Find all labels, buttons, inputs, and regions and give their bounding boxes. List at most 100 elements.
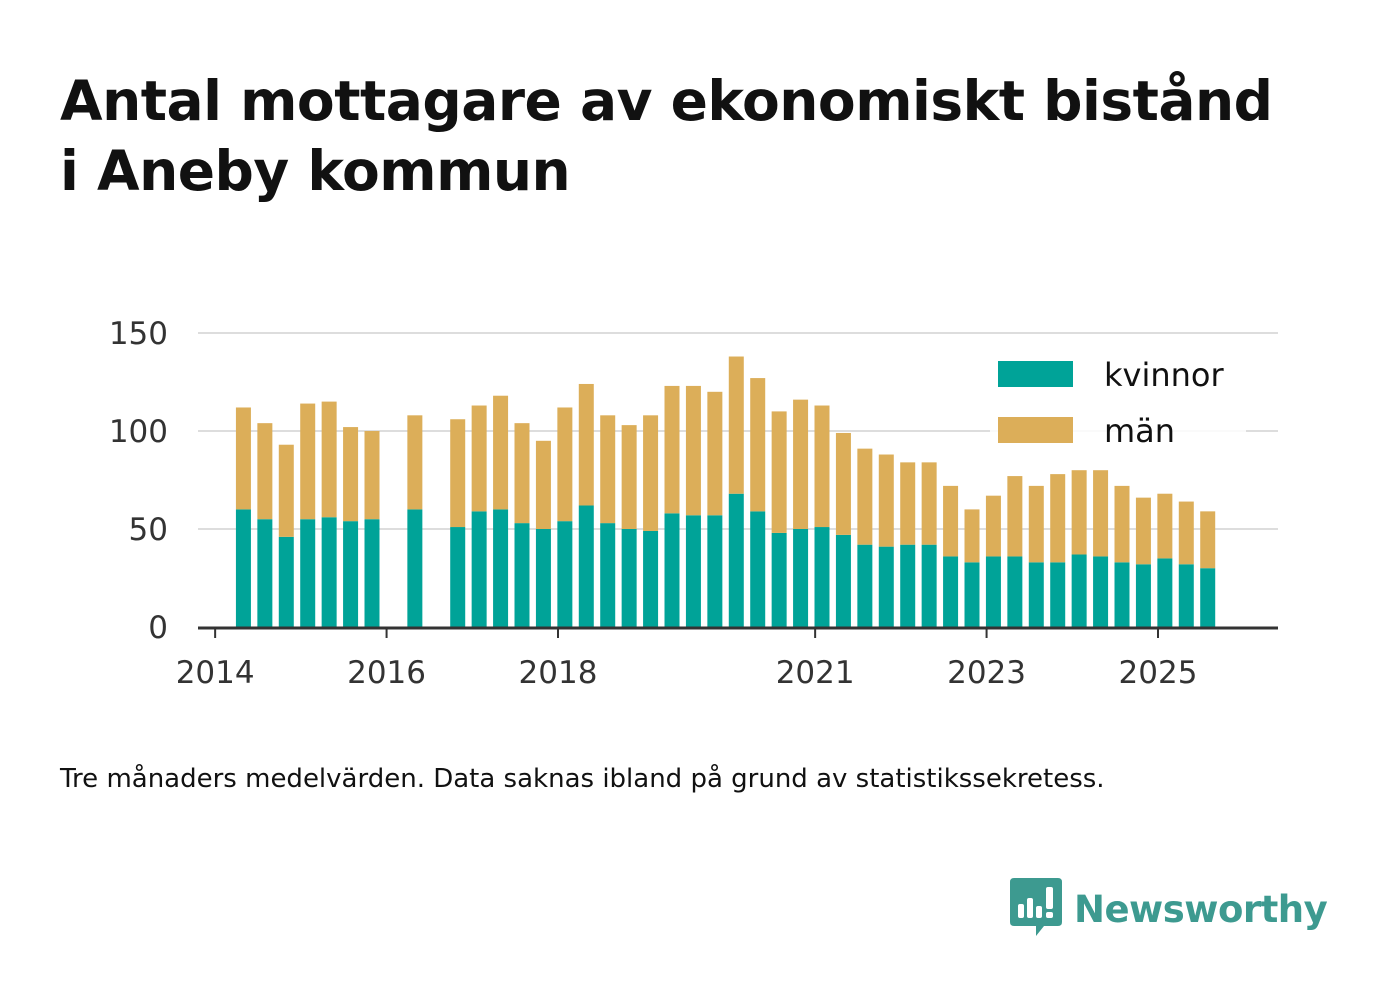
bar-kvinnor-9 xyxy=(471,511,487,627)
bar-man-26 xyxy=(835,432,851,535)
bar-kvinnor-36 xyxy=(1050,562,1066,627)
bar-man-6 xyxy=(364,431,380,520)
bars xyxy=(235,356,1216,627)
bar-kvinnor-40 xyxy=(1135,564,1151,627)
bar-man-33 xyxy=(985,495,1001,557)
chart-title-line-1: Antal mottagare av ekonomiskt bistånd xyxy=(60,69,1273,133)
bar-kvinnor-27 xyxy=(857,544,873,627)
bar-kvinnor-28 xyxy=(878,546,894,627)
x-tick-label-2023: 2023 xyxy=(947,655,1026,691)
bar-kvinnor-43 xyxy=(1200,568,1216,627)
bar-kvinnor-26 xyxy=(835,534,851,627)
bar-kvinnor-3 xyxy=(300,519,316,627)
bar-kvinnor-29 xyxy=(900,544,916,627)
x-axis-ticks: 2014 2016 2018 2021 2023 2025 xyxy=(176,627,1198,691)
y-axis-ticks: 0 50 100 150 xyxy=(109,316,168,646)
bar-man-0 xyxy=(235,407,251,510)
y-tick-label-50: 50 xyxy=(129,512,168,548)
bar-kvinnor-8 xyxy=(450,527,466,627)
bar-man-2 xyxy=(278,444,294,537)
bar-kvinnor-24 xyxy=(793,529,809,627)
bar-man-16 xyxy=(621,425,637,529)
bar-kvinnor-25 xyxy=(814,527,830,627)
bar-man-42 xyxy=(1178,501,1194,565)
bar-kvinnor-15 xyxy=(600,523,616,627)
bar-kvinnor-4 xyxy=(321,517,337,627)
bar-man-23 xyxy=(771,411,787,533)
bar-man-11 xyxy=(514,423,530,524)
bar-kvinnor-22 xyxy=(750,511,766,627)
x-tick-label-2014: 2014 xyxy=(176,655,255,691)
bar-kvinnor-21 xyxy=(728,493,744,627)
bar-man-12 xyxy=(535,440,551,529)
bar-kvinnor-6 xyxy=(364,519,380,627)
legend-swatch-man xyxy=(998,417,1073,443)
bar-kvinnor-35 xyxy=(1028,562,1044,627)
bar-kvinnor-18 xyxy=(664,513,680,627)
x-tick-label-2025: 2025 xyxy=(1119,655,1198,691)
bar-man-38 xyxy=(1093,470,1109,557)
y-tick-label-0: 0 xyxy=(148,610,168,646)
bar-kvinnor-12 xyxy=(535,529,551,627)
bar-man-32 xyxy=(964,509,980,563)
x-tick-label-2018: 2018 xyxy=(519,655,598,691)
bar-man-37 xyxy=(1071,470,1087,555)
bar-man-35 xyxy=(1028,485,1044,563)
bar-kvinnor-31 xyxy=(943,556,959,627)
bar-kvinnor-42 xyxy=(1178,564,1194,627)
bar-man-22 xyxy=(750,378,766,512)
bar-man-21 xyxy=(728,356,744,494)
bar-man-9 xyxy=(471,405,487,512)
bar-kvinnor-23 xyxy=(771,532,787,627)
bar-man-39 xyxy=(1114,485,1130,563)
bar-man-27 xyxy=(857,448,873,545)
bar-man-40 xyxy=(1135,497,1151,565)
chart-title-line-2: i Aneby kommun xyxy=(60,139,571,203)
bar-kvinnor-13 xyxy=(557,521,573,627)
bar-kvinnor-20 xyxy=(707,515,723,627)
bar-kvinnor-33 xyxy=(985,556,1001,627)
bar-kvinnor-14 xyxy=(578,505,594,627)
bar-kvinnor-34 xyxy=(1007,556,1023,627)
bar-man-34 xyxy=(1007,476,1023,557)
bar-kvinnor-10 xyxy=(493,509,509,627)
bar-kvinnor-7 xyxy=(407,509,423,627)
legend: kvinnor män xyxy=(990,348,1246,460)
bar-man-19 xyxy=(685,385,701,516)
bar-kvinnor-39 xyxy=(1114,562,1130,627)
bar-man-30 xyxy=(921,462,937,545)
legend-swatch-kvinnor xyxy=(998,361,1073,387)
newsworthy-bar-chart-icon xyxy=(1010,878,1062,936)
bar-man-25 xyxy=(814,405,830,528)
bar-man-15 xyxy=(600,415,616,524)
x-tick-label-2016: 2016 xyxy=(347,655,426,691)
bar-kvinnor-16 xyxy=(621,529,637,627)
legend-label-man: män xyxy=(1104,412,1175,450)
bar-man-14 xyxy=(578,383,594,506)
newsworthy-logo: Newsworthy xyxy=(1010,878,1328,940)
bar-kvinnor-30 xyxy=(921,544,937,627)
bar-kvinnor-19 xyxy=(685,515,701,627)
bar-kvinnor-17 xyxy=(643,530,659,627)
bar-kvinnor-11 xyxy=(514,523,530,627)
brand-name: Newsworthy xyxy=(1074,887,1328,931)
bar-kvinnor-0 xyxy=(235,509,251,627)
bar-kvinnor-32 xyxy=(964,562,980,627)
bar-man-8 xyxy=(450,419,466,528)
bar-man-28 xyxy=(878,454,894,547)
bar-man-5 xyxy=(343,427,359,522)
bar-man-36 xyxy=(1050,474,1066,563)
bar-man-43 xyxy=(1200,511,1216,569)
legend-label-kvinnor: kvinnor xyxy=(1104,356,1225,394)
bar-man-17 xyxy=(643,415,659,531)
bar-kvinnor-1 xyxy=(257,519,273,627)
bar-man-24 xyxy=(793,399,809,529)
bar-man-29 xyxy=(900,462,916,545)
footnote: Tre månaders medelvärden. Data saknas ib… xyxy=(60,764,1105,794)
bar-kvinnor-38 xyxy=(1093,556,1109,627)
chart-title: Antal mottagare av ekonomiskt bistånd i … xyxy=(60,66,1350,206)
bar-man-18 xyxy=(664,385,680,514)
bar-man-7 xyxy=(407,415,423,510)
bar-man-20 xyxy=(707,391,723,516)
